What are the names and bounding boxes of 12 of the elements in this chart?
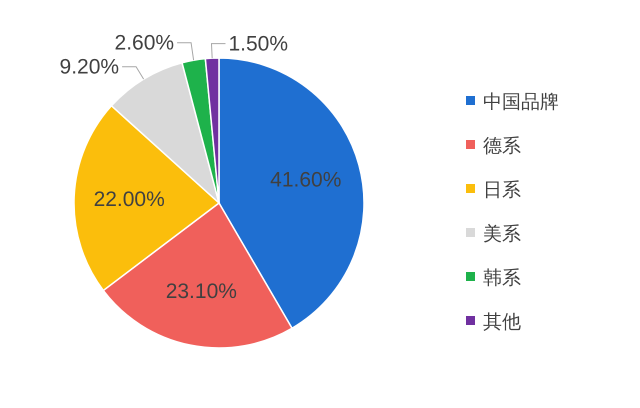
legend-label: 日系 [483,180,521,201]
legend-label: 德系 [483,136,521,157]
data-label: 41.60% [270,168,342,192]
legend-label: 美系 [483,223,521,245]
legend-label: 中国品牌 [483,92,559,113]
data-label: 9.20% [60,56,120,79]
legend-label: 其他 [483,312,521,333]
legend-label: 韩系 [483,268,521,289]
data-label: 2.60% [114,32,174,55]
data-label: 23.10% [166,280,237,304]
data-label: 22.00% [94,188,165,212]
data-label: 1.50% [228,32,288,56]
